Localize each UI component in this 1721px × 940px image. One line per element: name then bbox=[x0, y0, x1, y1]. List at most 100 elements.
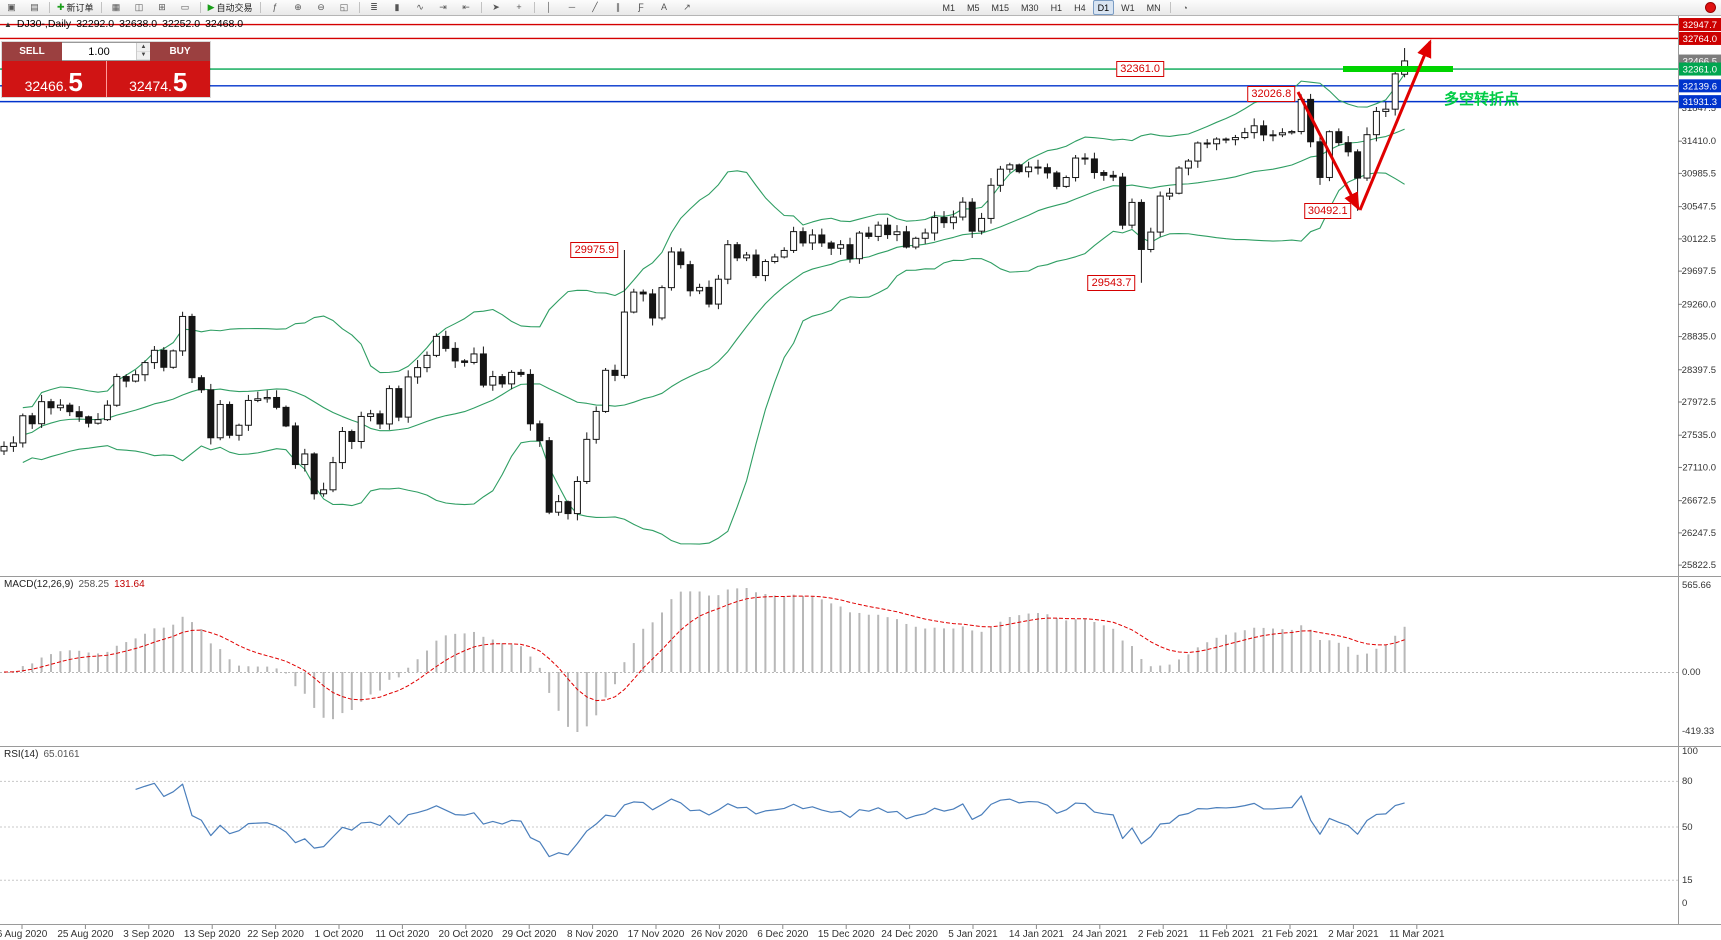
new-order-button[interactable]: ✚ 新订单 bbox=[54, 0, 97, 15]
vertical-line-icon[interactable]: │ bbox=[539, 0, 560, 15]
chart-shift-icon: ⇤ bbox=[462, 2, 470, 12]
crosshair-icon[interactable]: + bbox=[509, 0, 530, 15]
svg-text:11 Mar 2021: 11 Mar 2021 bbox=[1389, 929, 1445, 940]
macd-name: MACD(12,26,9) bbox=[4, 579, 74, 590]
new-order-button-label: 新订单 bbox=[66, 3, 94, 13]
candlestick-chart-icon[interactable]: ▮ bbox=[387, 0, 408, 15]
zoom-out-icon[interactable]: ⊖ bbox=[311, 0, 332, 15]
connection-status-icon[interactable] bbox=[1705, 2, 1716, 13]
svg-text:32139.6: 32139.6 bbox=[1683, 81, 1717, 92]
toolbar-separator bbox=[49, 2, 50, 13]
timeframe-m30[interactable]: M30 bbox=[1021, 2, 1039, 13]
cursor-icon: ➤ bbox=[492, 2, 500, 12]
high-value: 32638.0 bbox=[119, 18, 158, 30]
volume-input[interactable] bbox=[62, 43, 136, 60]
svg-text:50: 50 bbox=[1682, 822, 1693, 833]
fibonacci-icon[interactable]: Ƒ bbox=[631, 0, 652, 15]
timeframe-m1[interactable]: M1 bbox=[942, 2, 956, 13]
terminal-icon[interactable]: ▭ bbox=[175, 0, 196, 15]
rsi-value: 65.0161 bbox=[43, 749, 80, 760]
rsi-name: RSI(14) bbox=[4, 749, 39, 760]
tile-windows-icon: ◱ bbox=[339, 2, 349, 12]
volume-down-button[interactable]: ▼ bbox=[137, 51, 150, 60]
horizontal-line-icon[interactable]: ─ bbox=[562, 0, 583, 15]
autoscroll-icon[interactable]: ⇥ bbox=[433, 0, 454, 15]
svg-text:30547.5: 30547.5 bbox=[1682, 202, 1716, 213]
timeframe-h4[interactable]: H4 bbox=[1074, 2, 1086, 13]
svg-text:5 Jan 2021: 5 Jan 2021 bbox=[948, 929, 998, 940]
line-chart-icon: ∿ bbox=[416, 2, 424, 12]
svg-text:25822.5: 25822.5 bbox=[1682, 560, 1716, 571]
arrows-tool-icon[interactable]: ↗ bbox=[677, 0, 698, 15]
crosshair-icon: + bbox=[516, 2, 522, 12]
line-chart-icon[interactable]: ∿ bbox=[410, 0, 431, 15]
svg-text:31410.0: 31410.0 bbox=[1682, 136, 1716, 147]
indicators-icon[interactable]: ƒ bbox=[265, 0, 286, 15]
svg-text:27535.0: 27535.0 bbox=[1682, 430, 1716, 441]
price-callout[interactable]: 29975.9 bbox=[570, 241, 619, 258]
channel-icon[interactable]: ∥ bbox=[608, 0, 629, 15]
volume-up-button[interactable]: ▲ bbox=[137, 43, 150, 52]
price-callout[interactable]: 32361.0 bbox=[1116, 61, 1164, 78]
autotrade-button[interactable]: ▶ 自动交易 bbox=[205, 0, 256, 15]
autoscroll-icon: ⇥ bbox=[439, 2, 447, 12]
close-value: 32468.0 bbox=[205, 18, 244, 30]
svg-text:26672.5: 26672.5 bbox=[1682, 496, 1716, 507]
bar-chart-icon[interactable]: ≣ bbox=[364, 0, 385, 15]
market-watch-icon[interactable]: ▦ bbox=[106, 0, 127, 15]
price-callout[interactable]: 30492.1 bbox=[1303, 202, 1352, 219]
svg-text:32361.0: 32361.0 bbox=[1683, 65, 1717, 76]
buy-price-button[interactable]: 32474. 5 bbox=[105, 61, 210, 97]
toolbar-separator bbox=[1169, 2, 1171, 13]
chart-shift-icon[interactable]: ⇤ bbox=[456, 0, 477, 15]
svg-text:6 Aug 2020: 6 Aug 2020 bbox=[0, 929, 48, 940]
sell-price-button[interactable]: 32466. 5 bbox=[2, 61, 106, 97]
timeframe-m15[interactable]: M15 bbox=[991, 2, 1010, 13]
svg-text:27110.0: 27110.0 bbox=[1682, 462, 1716, 473]
svg-text:0.00: 0.00 bbox=[1682, 667, 1701, 678]
sell-button[interactable]: SELL bbox=[2, 42, 62, 61]
timeframe-mn[interactable]: MN bbox=[1146, 2, 1161, 13]
new-order-button-icon: ✚ bbox=[57, 2, 65, 12]
timeframe-h1[interactable]: H1 bbox=[1050, 2, 1063, 13]
svg-text:26247.5: 26247.5 bbox=[1682, 528, 1716, 539]
svg-text:26 Nov 2020: 26 Nov 2020 bbox=[691, 929, 748, 940]
svg-text:-419.33: -419.33 bbox=[1682, 726, 1714, 737]
cursor-icon[interactable]: ➤ bbox=[486, 0, 507, 15]
period-settings-icon[interactable]: ◔ bbox=[1182, 2, 1188, 13]
toolbar-separator bbox=[199, 2, 201, 13]
data-window-icon[interactable]: ◫ bbox=[129, 0, 150, 15]
svg-text:24 Jan 2021: 24 Jan 2021 bbox=[1072, 929, 1127, 940]
zoom-in-icon[interactable]: ⊕ bbox=[288, 0, 309, 15]
svg-text:15: 15 bbox=[1682, 875, 1693, 886]
trendline-icon[interactable]: ╱ bbox=[585, 0, 606, 15]
chart-ohlc-title: ▲ DJ30-,Daily 32292.0 32638.0 32252.0 32… bbox=[4, 18, 243, 30]
timeframe-m5[interactable]: M5 bbox=[967, 2, 980, 13]
bar-chart-icon: ≣ bbox=[370, 2, 378, 12]
chart-profiles-icon: ▤ bbox=[30, 2, 39, 12]
collapse-panel-icon[interactable]: ▲ bbox=[4, 19, 12, 29]
svg-text:30122.5: 30122.5 bbox=[1682, 234, 1716, 245]
chart-profiles-icon[interactable]: ▤ bbox=[24, 0, 45, 15]
tile-windows-icon[interactable]: ◱ bbox=[334, 0, 355, 15]
svg-text:31847.5: 31847.5 bbox=[1682, 103, 1716, 114]
toolbar-separator bbox=[358, 2, 360, 13]
price-callout[interactable]: 29543.7 bbox=[1087, 274, 1136, 291]
price-callout[interactable]: 32026.8 bbox=[1247, 86, 1296, 103]
text-label-icon[interactable]: A bbox=[654, 0, 675, 15]
svg-text:14 Jan 2021: 14 Jan 2021 bbox=[1009, 929, 1064, 940]
svg-text:11 Feb 2021: 11 Feb 2021 bbox=[1199, 929, 1255, 940]
timeframe-d1[interactable]: D1 bbox=[1092, 0, 1115, 15]
sell-price-pips: 5 bbox=[68, 66, 83, 97]
toolbar-separator bbox=[480, 2, 482, 13]
new-chart-icon[interactable]: ▣ bbox=[1, 0, 22, 15]
buy-button[interactable]: BUY bbox=[150, 42, 210, 61]
svg-text:29260.0: 29260.0 bbox=[1682, 299, 1716, 310]
svg-text:2 Feb 2021: 2 Feb 2021 bbox=[1138, 929, 1189, 940]
turning-point-annotation[interactable]: 多空转折点 bbox=[1444, 91, 1520, 108]
timeframe-w1[interactable]: W1 bbox=[1121, 2, 1135, 13]
navigator-icon[interactable]: ⊞ bbox=[152, 0, 173, 15]
new-chart-icon: ▣ bbox=[7, 2, 16, 12]
svg-text:2 Mar 2021: 2 Mar 2021 bbox=[1328, 929, 1379, 940]
